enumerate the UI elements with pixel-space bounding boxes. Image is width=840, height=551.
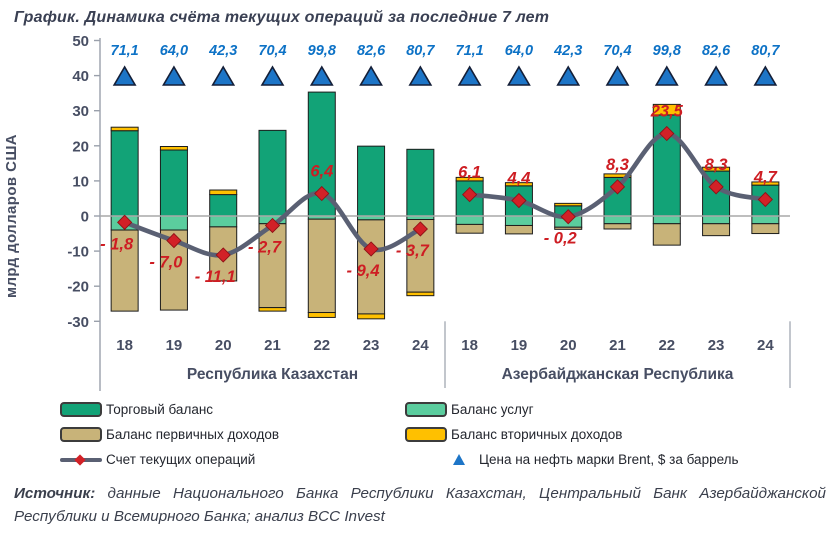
svg-text:6,1: 6,1 bbox=[458, 164, 481, 182]
svg-text:24: 24 bbox=[412, 337, 429, 354]
brent-series-0: 71,1 64,0 42,3 70,4 99,8 82,6 80,7 bbox=[111, 43, 435, 86]
svg-text:82,6: 82,6 bbox=[357, 43, 386, 59]
svg-text:- 11,1: - 11,1 bbox=[195, 268, 236, 286]
svg-text:20: 20 bbox=[560, 337, 577, 354]
legend-label: Торговый баланс bbox=[106, 402, 214, 417]
legend-label: Баланс первичных доходов bbox=[106, 427, 280, 442]
legend-item-services-balance: Баланс услуг bbox=[405, 402, 800, 417]
svg-text:21: 21 bbox=[609, 337, 626, 354]
svg-text:40: 40 bbox=[72, 68, 89, 85]
chart-area: 50 40 30 20 10 0 -10 -20 -30 млрд долларов США 71,… bbox=[0, 28, 840, 398]
legend-item-primary-income: Баланс первичных доходов bbox=[60, 427, 405, 442]
services-balance-swatch-icon bbox=[405, 402, 447, 417]
bars-group-0 bbox=[110, 91, 435, 320]
svg-text:80,7: 80,7 bbox=[406, 43, 435, 59]
svg-text:22: 22 bbox=[313, 337, 330, 354]
secondary-income-swatch-icon bbox=[405, 427, 447, 442]
brent-triangle-icon bbox=[453, 454, 465, 465]
svg-text:71,1: 71,1 bbox=[456, 43, 484, 59]
legend: Торговый баланс Баланс услуг Баланс перв… bbox=[60, 402, 800, 467]
current-account-line-icon bbox=[60, 453, 102, 467]
svg-text:10: 10 bbox=[72, 173, 89, 190]
svg-text:21: 21 bbox=[264, 337, 281, 354]
svg-text:6,4: 6,4 bbox=[310, 163, 333, 181]
trade-balance-swatch-icon bbox=[60, 402, 102, 417]
svg-text:42,3: 42,3 bbox=[208, 43, 237, 59]
x-axis-group-0: 18 19 20 21 22 23 24 Республика Казахстан bbox=[116, 337, 429, 383]
source-text: данные Национального Банка Республики Ка… bbox=[14, 485, 826, 525]
svg-text:64,0: 64,0 bbox=[505, 43, 533, 59]
svg-text:Республика Казахстан: Республика Казахстан bbox=[187, 366, 358, 383]
source-note: Источник: данные Национального Банка Рес… bbox=[14, 483, 826, 529]
svg-text:- 2,7: - 2,7 bbox=[248, 238, 282, 256]
svg-text:70,4: 70,4 bbox=[603, 43, 631, 59]
legend-label: Цена на нефть марки Brent, $ за баррель bbox=[479, 452, 739, 467]
svg-text:99,8: 99,8 bbox=[653, 43, 682, 59]
svg-text:18: 18 bbox=[461, 337, 478, 354]
svg-text:20: 20 bbox=[215, 337, 232, 354]
svg-text:30: 30 bbox=[72, 103, 89, 120]
svg-text:млрд долларов США: млрд долларов США bbox=[3, 134, 20, 298]
chart-card: График. Динамика счёта текущих операций … bbox=[0, 9, 840, 551]
legend-label: Баланс вторичных доходов bbox=[451, 427, 623, 442]
svg-text:18: 18 bbox=[116, 337, 133, 354]
svg-text:-10: -10 bbox=[67, 244, 89, 261]
svg-text:0: 0 bbox=[81, 209, 89, 226]
svg-text:70,4: 70,4 bbox=[258, 43, 286, 59]
svg-text:- 1,8: - 1,8 bbox=[100, 235, 134, 253]
svg-text:23: 23 bbox=[363, 337, 380, 354]
svg-text:-30: -30 bbox=[67, 314, 89, 331]
current-account-line-1: 6,1 4,4 - 0,2 8,3 23,5 8,3 4,7 bbox=[458, 103, 777, 248]
legend-label: Счет текущих операций bbox=[106, 452, 256, 467]
legend-item-current-account: Счет текущих операций bbox=[60, 452, 405, 467]
svg-text:80,7: 80,7 bbox=[751, 43, 780, 59]
svg-text:24: 24 bbox=[757, 337, 774, 354]
x-axis-group-1: 18 19 20 21 22 23 24 Азербайджанская Республика bbox=[461, 337, 774, 383]
legend-item-secondary-income: Баланс вторичных доходов bbox=[405, 427, 800, 442]
primary-income-swatch-icon bbox=[60, 427, 102, 442]
svg-text:- 3,7: - 3,7 bbox=[396, 242, 430, 260]
svg-text:50: 50 bbox=[72, 33, 89, 50]
svg-text:- 7,0: - 7,0 bbox=[149, 254, 183, 272]
svg-text:71,1: 71,1 bbox=[111, 43, 139, 59]
brent-series-1: 71,1 64,0 42,3 70,4 99,8 82,6 80,7 bbox=[456, 43, 780, 86]
svg-text:82,6: 82,6 bbox=[702, 43, 731, 59]
svg-text:19: 19 bbox=[166, 337, 183, 354]
svg-text:42,3: 42,3 bbox=[553, 43, 582, 59]
legend-label: Баланс услуг bbox=[451, 402, 534, 417]
source-label: Источник: bbox=[14, 485, 96, 502]
svg-text:- 9,4: - 9,4 bbox=[347, 262, 380, 280]
svg-text:4,4: 4,4 bbox=[506, 170, 530, 188]
svg-text:23: 23 bbox=[708, 337, 725, 354]
svg-text:4,7: 4,7 bbox=[753, 169, 778, 187]
bars-group-1 bbox=[455, 103, 780, 246]
svg-text:Азербайджанская Республика: Азербайджанская Республика bbox=[502, 366, 734, 383]
svg-text:- 0,2: - 0,2 bbox=[544, 230, 577, 248]
svg-text:8,3: 8,3 bbox=[606, 156, 629, 174]
svg-text:-20: -20 bbox=[67, 279, 89, 296]
svg-text:23,5: 23,5 bbox=[650, 103, 684, 121]
svg-text:22: 22 bbox=[658, 337, 675, 354]
chart-title: График. Динамика счёта текущих операций … bbox=[14, 9, 550, 26]
svg-text:64,0: 64,0 bbox=[160, 43, 188, 59]
svg-text:19: 19 bbox=[511, 337, 528, 354]
chart-canvas: 50 40 30 20 10 0 -10 -20 -30 млрд долларов США 71,… bbox=[3, 33, 791, 391]
svg-text:20: 20 bbox=[72, 138, 89, 155]
legend-item-brent-price: Цена на нефть марки Brent, $ за баррель bbox=[405, 452, 800, 467]
svg-text:8,3: 8,3 bbox=[705, 156, 728, 174]
legend-item-trade-balance: Торговый баланс bbox=[60, 402, 405, 417]
svg-text:99,8: 99,8 bbox=[308, 43, 337, 59]
current-account-line-0: - 1,8 - 7,0 - 11,1 - 2,7 6,4 - 9,4 - 3,7 bbox=[100, 163, 430, 286]
y-axis: 50 40 30 20 10 0 -10 -20 -30 млрд долларов США bbox=[3, 33, 101, 391]
